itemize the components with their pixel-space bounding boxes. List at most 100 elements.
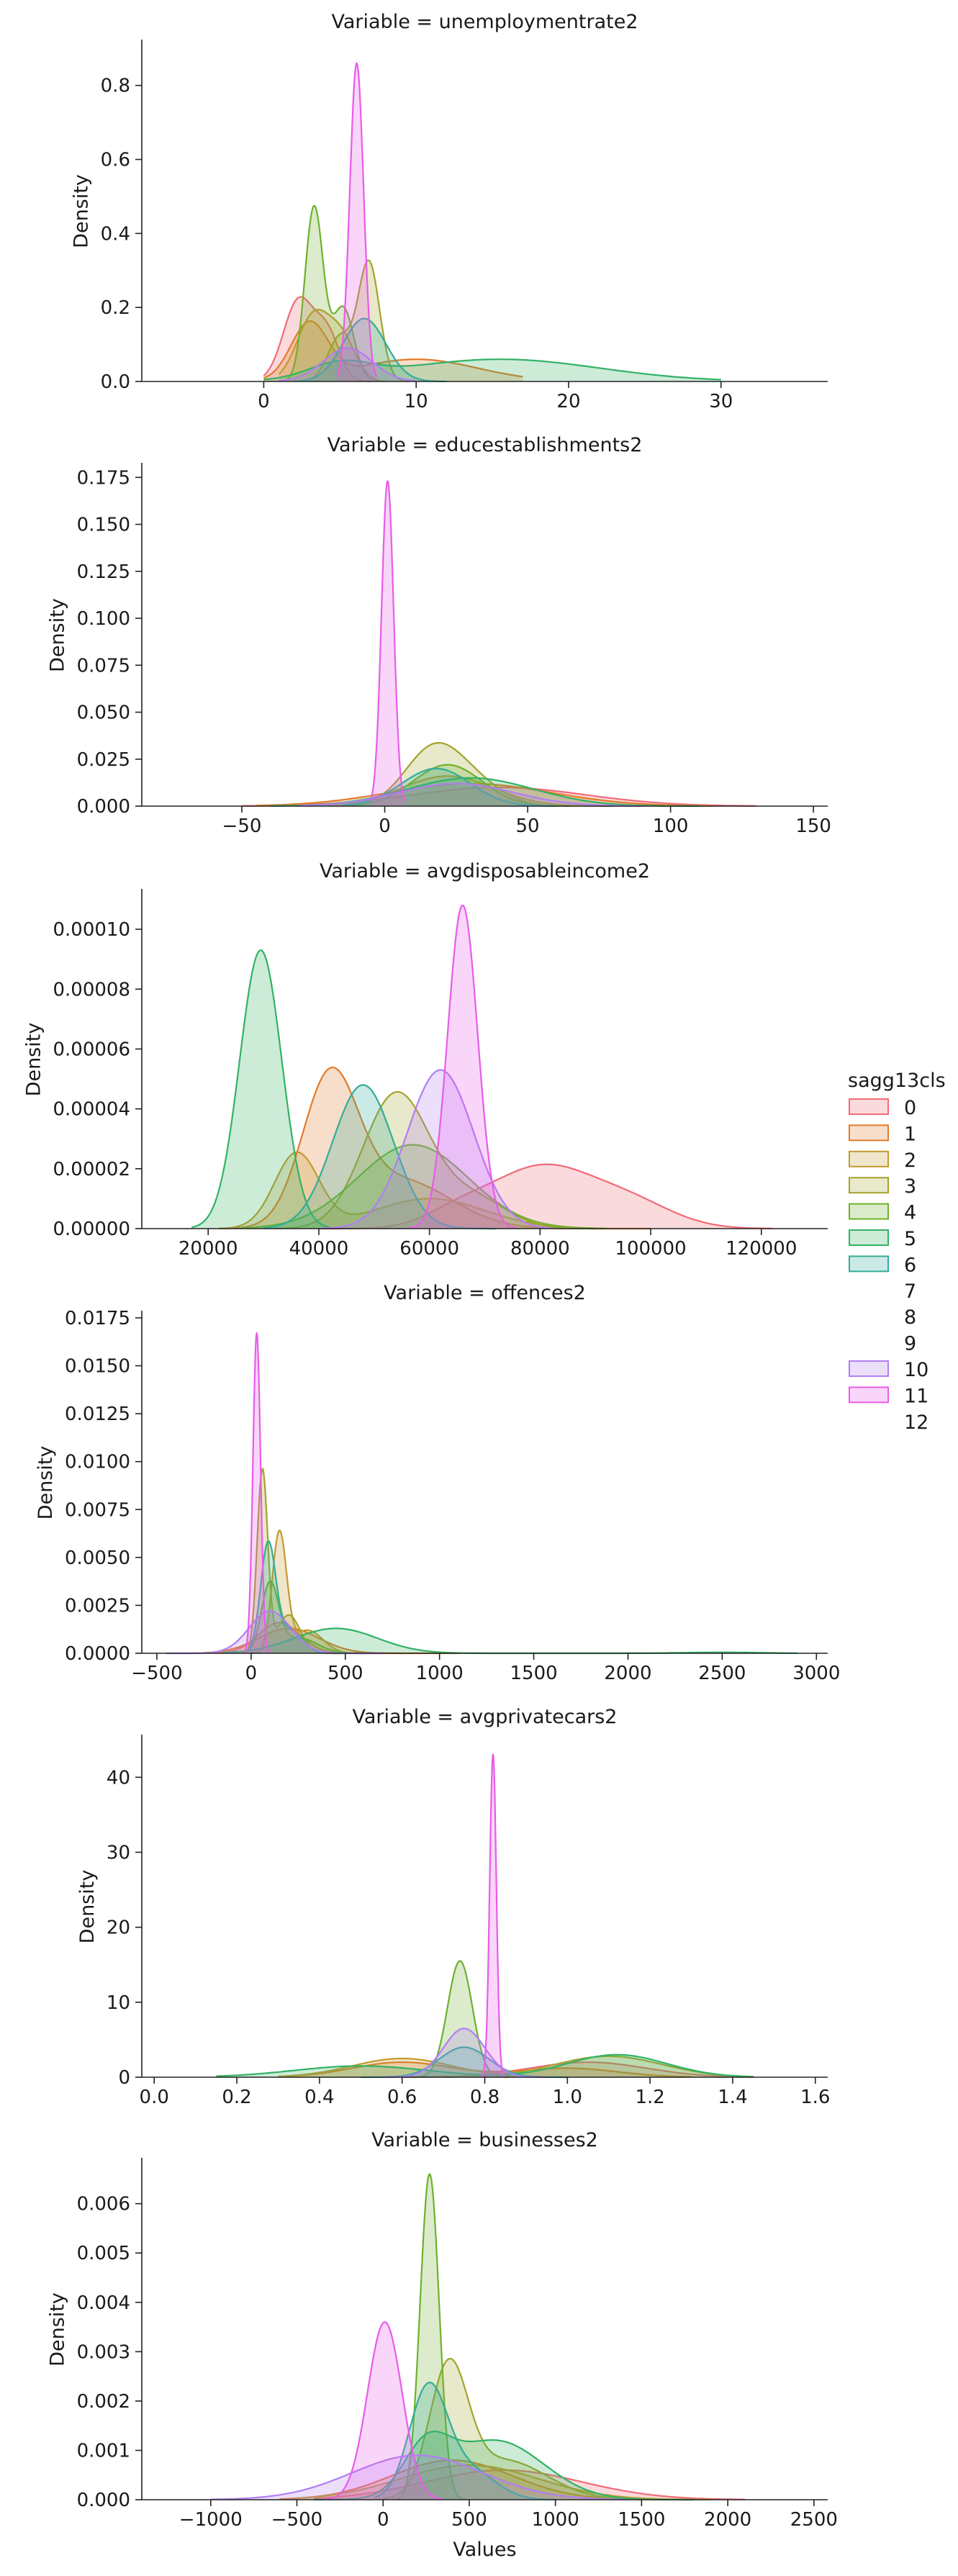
density-line-3 [274, 1090, 568, 1229]
y-tick-label: 0.2 [101, 297, 130, 319]
y-tick-label: 0.005 [77, 2243, 130, 2264]
y-tick-label: 40 [107, 1767, 130, 1789]
x-tick-label: 2000 [704, 2509, 751, 2531]
legend-label: 7 [904, 1280, 916, 1303]
legend-label: 5 [904, 1228, 916, 1250]
legend-swatch [849, 1150, 889, 1167]
legend-swatch [849, 1098, 889, 1115]
density-area-6 [361, 2047, 568, 2077]
legend-label: 9 [904, 1333, 916, 1355]
density-area-3 [342, 743, 556, 806]
density-area-4 [342, 764, 571, 806]
x-tick-label: −500 [131, 1663, 182, 1684]
y-tick-label: 0.001 [77, 2440, 130, 2462]
y-tick-label: 20 [107, 1917, 130, 1939]
density-area-11 [370, 481, 405, 806]
density-line-5 [314, 2430, 694, 2501]
density-line-10 [279, 347, 417, 382]
x-tick-label: −500 [271, 2509, 322, 2531]
density-line-11 [243, 1332, 271, 1653]
y-tick-label: 0.100 [77, 608, 130, 630]
density-line-11 [480, 1753, 506, 2078]
density-area-4 [410, 1961, 510, 2077]
density-line-2 [297, 2464, 711, 2500]
x-tick-label: 0.8 [470, 2087, 500, 2108]
legend-label: 0 [904, 1097, 916, 1119]
x-tick-label: 1000 [532, 2509, 579, 2531]
y-tick-label: 0.004 [77, 2292, 130, 2314]
density-area-2 [219, 1152, 607, 1229]
y-tick-label: 0.003 [77, 2341, 130, 2363]
y-tick-label: 0.00002 [53, 1159, 130, 1180]
density-area-10 [279, 348, 417, 381]
y-tick-label: 0.002 [77, 2391, 130, 2413]
density-line-11 [336, 62, 378, 377]
density-area-6 [342, 768, 556, 806]
legend-label: 12 [904, 1411, 928, 1434]
density-area-5 [314, 2431, 694, 2500]
y-tick-label: 0.4 [101, 223, 130, 245]
density-line-4 [241, 1144, 607, 1229]
y-tick-label: 0.050 [77, 702, 130, 724]
density-area-10 [381, 2028, 547, 2077]
x-tick-label: 0.0 [140, 2087, 169, 2108]
density-line-6 [374, 2381, 556, 2500]
density-area-1 [279, 2460, 694, 2500]
density-area-11 [407, 905, 518, 1229]
legend-swatch [849, 1386, 889, 1404]
x-tick-label: 20 [556, 391, 580, 412]
density-area-0 [263, 297, 371, 381]
y-tick-label: 0.00006 [53, 1039, 130, 1060]
y-tick-label: 0.0150 [65, 1356, 130, 1378]
y-axis-label: Density [76, 1870, 99, 1944]
density-line-4 [397, 2173, 466, 2500]
x-tick-label: 100000 [615, 1238, 686, 1260]
y-tick-label: 0.00010 [53, 919, 130, 941]
y-tick-label: 0.0175 [65, 1308, 130, 1329]
density-area-3 [245, 1468, 345, 1653]
x-tick-label: 1.4 [718, 2087, 747, 2108]
density-line-4 [286, 204, 379, 382]
density-line-6 [294, 317, 447, 382]
legend-swatch [849, 1124, 889, 1142]
y-tick-label: 0 [118, 2067, 130, 2089]
density-area-0 [318, 1164, 773, 1229]
y-tick-label: 0.0000 [65, 1643, 130, 1665]
facet-panel: 0 10 20 30 0.0 0.2 0.4 0.6 0.8 Density Variable = … [71, 11, 828, 412]
legend-swatch [849, 1360, 889, 1377]
x-tick-label: 2000 [604, 1663, 651, 1684]
density-line-11 [322, 2321, 444, 2500]
y-tick-label: 0.0100 [65, 1452, 130, 1473]
x-axis-label: Values [453, 2539, 516, 2561]
density-area-3 [383, 2359, 642, 2500]
density-area-5 [216, 2054, 754, 2077]
legend-label: 8 [904, 1306, 916, 1329]
y-tick-label: 0.000 [77, 2490, 130, 2511]
legend-label: 1 [904, 1123, 916, 1145]
x-tick-label: 80000 [510, 1238, 570, 1260]
legend-label: 3 [904, 1175, 916, 1198]
y-tick-label: 0.8 [101, 76, 130, 97]
y-tick-label: 0.0125 [65, 1404, 130, 1425]
facet-title: Variable = avgdisposableincome2 [320, 860, 650, 882]
density-area-4 [241, 1581, 364, 1653]
x-tick-label: 1.6 [800, 2087, 830, 2108]
y-tick-label: 0.000 [77, 796, 130, 818]
density-line-11 [407, 904, 518, 1229]
density-area-10 [210, 2455, 625, 2500]
y-axis-label: Density [35, 1446, 57, 1520]
density-line-10 [210, 2454, 625, 2500]
y-tick-label: 0.075 [77, 655, 130, 677]
density-line-6 [263, 1084, 496, 1230]
y-tick-label: 0.00000 [53, 1219, 130, 1240]
density-area-0 [402, 2062, 754, 2077]
density-line-1 [278, 2061, 692, 2078]
facet-panel: −500 0 500 1000 1500 2000 2500 3000 0.0000 0.0025… [35, 1282, 840, 1684]
density-area-1 [219, 1067, 651, 1229]
density-line-10 [318, 1069, 551, 1229]
y-axis-label: Density [47, 2292, 69, 2367]
y-tick-label: 0.175 [77, 467, 130, 489]
density-area-2 [327, 776, 614, 806]
density-line-0 [318, 1163, 773, 1230]
